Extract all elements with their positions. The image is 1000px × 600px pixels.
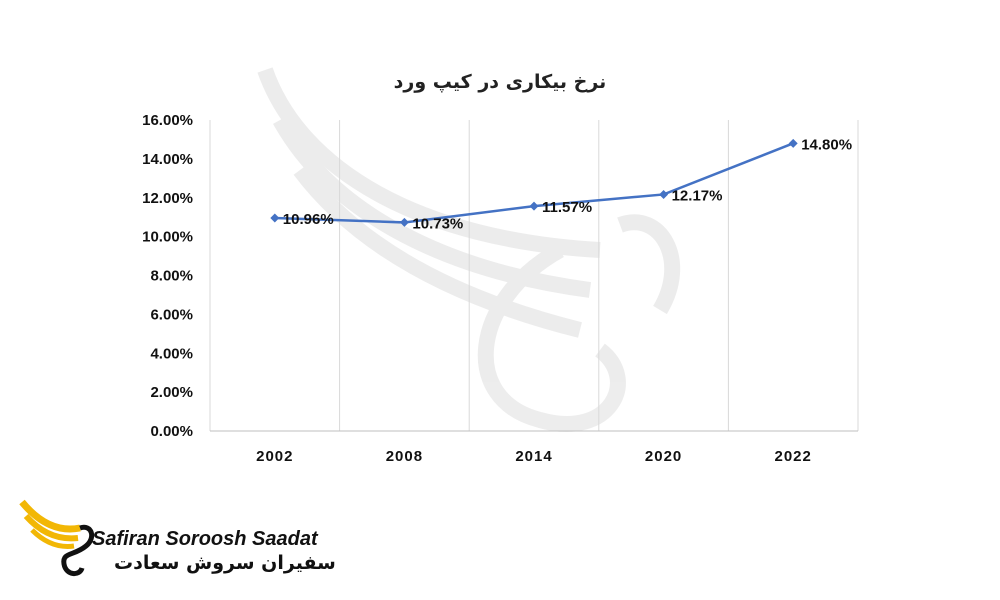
x-tick-label: 2008: [386, 448, 423, 465]
logo-text-fa: سفیران سروش سعادت: [114, 552, 336, 574]
y-tick-label: 10.00%: [142, 229, 193, 246]
company-logo: Safiran Soroosh Saadat سفیران سروش سعادت: [18, 494, 336, 584]
data-point-marker: [529, 201, 539, 211]
y-tick-label: 12.00%: [142, 190, 193, 207]
data-label: 11.57%: [542, 199, 592, 216]
y-tick-label: 4.00%: [150, 345, 193, 362]
logo-text-en: Safiran Soroosh Saadat: [92, 528, 318, 550]
data-point-marker: [788, 138, 798, 148]
data-point-marker: [399, 217, 409, 227]
x-tick-label: 2002: [256, 448, 293, 465]
y-tick-label: 0.00%: [150, 423, 193, 440]
watermark-bird-icon: [257, 67, 681, 432]
y-tick-label: 8.00%: [150, 268, 193, 285]
y-tick-label: 2.00%: [150, 384, 193, 401]
y-tick-label: 14.00%: [142, 151, 193, 168]
chart-title: نرخ بیکاری در کیپ ورد: [394, 71, 607, 93]
data-label: 14.80%: [801, 136, 852, 153]
y-tick-label: 6.00%: [150, 306, 193, 323]
data-label: 10.73%: [412, 215, 463, 232]
data-label: 10.96%: [283, 211, 334, 228]
data-point-marker: [659, 189, 669, 199]
x-tick-label: 2014: [515, 448, 552, 465]
x-tick-label: 2022: [775, 448, 812, 465]
x-tick-label: 2020: [645, 448, 682, 465]
swan-logo-icon: [19, 499, 95, 576]
data-point-marker: [270, 213, 280, 223]
y-tick-label: 16.00%: [142, 112, 193, 129]
data-label: 12.17%: [672, 187, 723, 204]
